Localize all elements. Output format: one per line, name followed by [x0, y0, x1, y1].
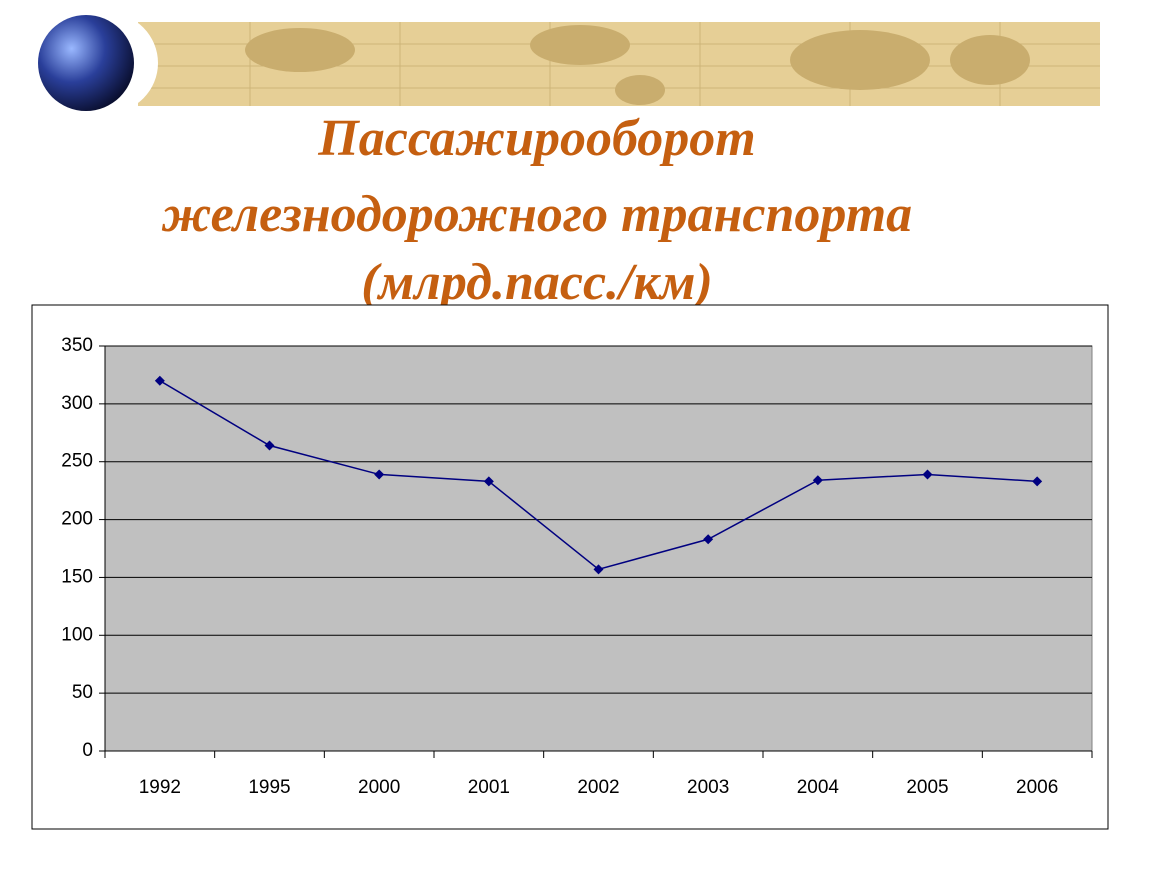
subtitle: (млрд.пасс./км) — [361, 254, 713, 311]
data-point — [703, 534, 714, 545]
data-point — [1032, 476, 1043, 487]
data-point — [374, 469, 385, 480]
x-tick-label: 2004 — [797, 777, 840, 798]
data-point — [922, 469, 933, 480]
x-tick-label: 2002 — [577, 777, 619, 798]
data-point — [154, 375, 165, 386]
y-tick-label: 150 — [61, 566, 93, 587]
x-tick-label: 1995 — [248, 777, 290, 798]
globe — [38, 15, 134, 111]
title-line: Пассажирооборот — [317, 110, 755, 167]
y-tick-label: 250 — [61, 451, 93, 472]
plot-area — [104, 345, 1093, 752]
x-tick-label: 2001 — [468, 777, 510, 798]
x-tick-label: 2005 — [906, 777, 948, 798]
y-tick-label: 0 — [82, 740, 93, 761]
y-tick-label: 100 — [61, 624, 93, 645]
title-line: железнодорожного транспорта — [161, 186, 912, 243]
y-tick-label: 350 — [61, 335, 93, 356]
x-tick-label: 2000 — [358, 777, 400, 798]
continents — [245, 25, 1030, 105]
x-tick-label: 1992 — [139, 777, 181, 798]
x-tick-label: 2003 — [687, 777, 729, 798]
y-tick-label: 200 — [61, 509, 93, 530]
y-tick-label: 50 — [72, 682, 93, 703]
data-point — [264, 440, 275, 451]
data-point — [812, 475, 823, 486]
data-point — [483, 476, 494, 487]
y-tick-label: 300 — [61, 393, 93, 414]
x-tick-label: 2006 — [1016, 777, 1058, 798]
data-point — [593, 564, 604, 575]
